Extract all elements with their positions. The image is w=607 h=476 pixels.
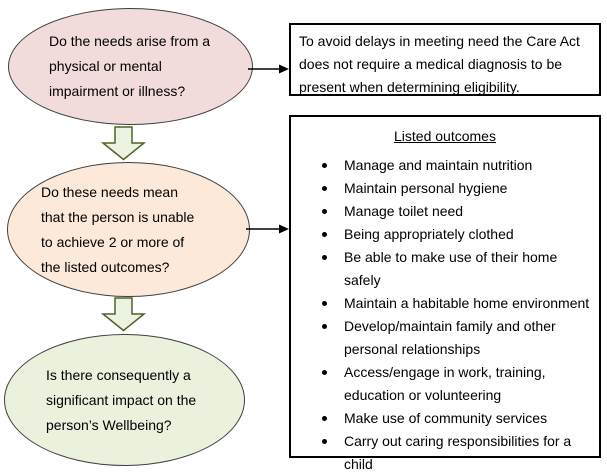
arrowhead-right-icon — [279, 224, 289, 234]
outcome-list-item: Maintain a habitable home environment — [291, 292, 599, 315]
connector-arrow-to-note-box — [248, 64, 289, 74]
outcome-list-item: Carry out caring responsibilities for a … — [291, 430, 599, 476]
outcome-list-item: Manage toilet need — [291, 200, 599, 223]
arrowhead-right-icon — [279, 64, 289, 74]
outcome-list-item: Maintain personal hygiene — [291, 177, 599, 200]
note-box-care-act: To avoid delays in meeting need the Care… — [289, 23, 601, 96]
outcome-list-item: Make use of community services — [291, 407, 599, 430]
question-node-impairment-text: Do the needs arise from a physical or me… — [49, 33, 211, 99]
listed-outcomes-list: Manage and maintain nutrition Maintain p… — [291, 154, 599, 476]
question-node-outcomes-text: Do these needs mean that the person is u… — [41, 183, 195, 275]
outcome-list-item: Be able to make use of their home safely — [291, 246, 599, 292]
question-node-wellbeing: Is there consequently a significant impa… — [4, 334, 245, 466]
listed-outcomes-title: Listed outcomes — [394, 128, 496, 144]
connector-arrow-to-outcomes-box — [246, 224, 289, 234]
down-block-arrow-icon — [101, 126, 146, 161]
listed-outcomes-box: Listed outcomes Manage and maintain nutr… — [289, 115, 601, 472]
outcome-list-item: Access/engage in work, training, educati… — [291, 361, 599, 407]
outcome-list-item: Develop/maintain family and other person… — [291, 315, 599, 361]
question-node-outcomes: Do these needs mean that the person is u… — [7, 162, 250, 297]
outcome-list-item: Manage and maintain nutrition — [291, 154, 599, 177]
outcome-list-item: Being appropriately clothed — [291, 223, 599, 246]
down-block-arrow-icon — [101, 297, 146, 332]
question-node-wellbeing-text: Is there consequently a significant impa… — [46, 366, 197, 433]
question-node-impairment: Do the needs arise from a physical or me… — [8, 8, 253, 125]
